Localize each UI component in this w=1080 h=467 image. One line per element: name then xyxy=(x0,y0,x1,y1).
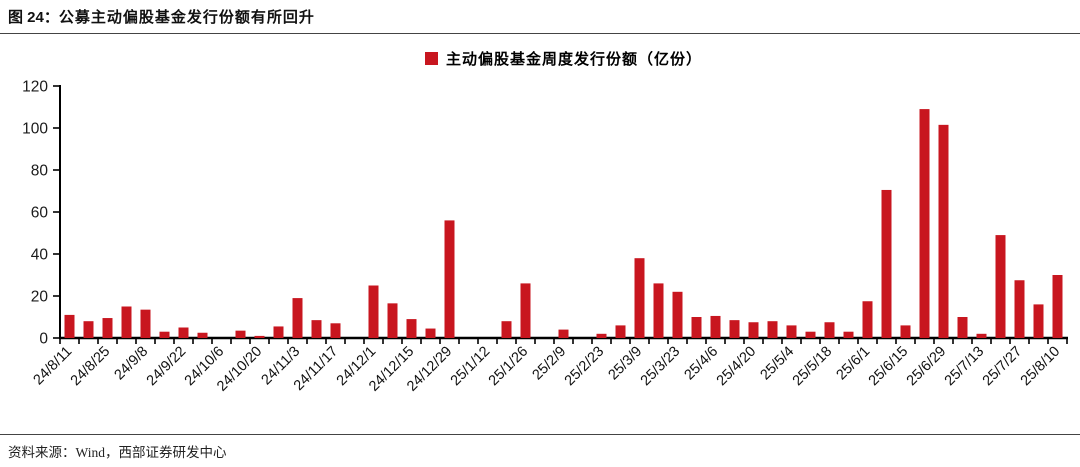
x-tick-label: 25/3/23 xyxy=(638,344,684,390)
bar xyxy=(1052,275,1063,338)
bar xyxy=(938,124,949,338)
source-text: Wind，西部证券研发中心 xyxy=(75,445,227,460)
bar xyxy=(1014,280,1025,338)
bar xyxy=(767,321,778,338)
bar xyxy=(710,315,721,338)
bar xyxy=(786,325,797,338)
x-tick-label: 24/9/22 xyxy=(144,344,190,390)
bar xyxy=(406,319,417,338)
bar xyxy=(634,258,645,338)
bar xyxy=(729,320,740,338)
bar xyxy=(387,303,398,338)
x-tick-label: 25/7/27 xyxy=(980,344,1026,390)
x-tick-label: 24/8/25 xyxy=(68,344,114,390)
bar xyxy=(311,320,322,338)
bar xyxy=(862,301,873,338)
x-tick-label: 25/4/20 xyxy=(714,344,760,390)
bar xyxy=(501,321,512,338)
bar xyxy=(824,322,835,338)
bar xyxy=(197,332,208,338)
bar xyxy=(957,317,968,338)
source-label: 资料来源： xyxy=(8,445,76,460)
x-tick-label: 25/5/18 xyxy=(790,344,836,390)
bar xyxy=(178,327,189,338)
y-tick-label: 80 xyxy=(31,163,49,180)
source-note: 资料来源：Wind，西部证券研发中心 xyxy=(8,441,226,461)
bar xyxy=(83,321,94,338)
bar xyxy=(615,325,626,338)
y-tick-label: 120 xyxy=(22,79,48,96)
bar xyxy=(748,322,759,338)
x-tick-label: 25/2/23 xyxy=(562,344,608,390)
y-tick-label: 100 xyxy=(22,121,48,138)
y-tick-label: 0 xyxy=(39,331,48,348)
bar xyxy=(995,235,1006,338)
figure-title: 图 24：公募主动偏股基金发行份额有所回升 xyxy=(8,6,315,27)
legend-label: 主动偏股基金周度发行份额（亿份） xyxy=(445,52,702,68)
x-tick-label: 25/8/10 xyxy=(1018,344,1064,390)
bar xyxy=(596,333,607,338)
bar xyxy=(881,189,892,338)
x-tick-label: 25/7/13 xyxy=(942,344,988,390)
y-tick-label: 60 xyxy=(31,205,49,222)
x-tick-label: 25/1/12 xyxy=(448,344,494,390)
bar xyxy=(235,330,246,338)
bar xyxy=(653,283,664,338)
bar xyxy=(273,326,284,338)
bar xyxy=(558,329,569,338)
bar xyxy=(805,331,816,338)
bar xyxy=(976,333,987,338)
bar xyxy=(254,335,265,338)
bar xyxy=(330,323,341,338)
bar xyxy=(368,285,379,338)
bar xyxy=(102,318,113,338)
bar xyxy=(843,331,854,338)
figure-label: 图 24： xyxy=(8,9,59,26)
x-tick-label: 25/6/15 xyxy=(866,344,912,390)
y-tick-label: 40 xyxy=(31,247,49,264)
bar xyxy=(444,220,455,338)
y-tick-label: 20 xyxy=(31,289,49,306)
bar xyxy=(1033,304,1044,338)
chart-legend: 主动偏股基金周度发行份额（亿份） xyxy=(60,48,1067,69)
bar xyxy=(900,325,911,338)
bar xyxy=(292,298,303,338)
bar xyxy=(159,331,170,338)
bar xyxy=(672,291,683,338)
figure-title-text: 公募主动偏股基金发行份额有所回升 xyxy=(58,10,315,26)
bar xyxy=(64,314,75,338)
x-tick-label: 25/1/26 xyxy=(486,344,532,390)
legend-marker-icon xyxy=(424,52,438,65)
title-divider xyxy=(0,33,1080,34)
footer-divider xyxy=(0,434,1080,435)
bar xyxy=(691,317,702,338)
bar xyxy=(140,309,151,338)
x-tick-label: 24/8/11 xyxy=(31,344,76,389)
bar xyxy=(121,306,132,338)
bar xyxy=(425,328,436,338)
x-tick-label: 25/6/29 xyxy=(904,344,950,390)
bar xyxy=(919,109,930,338)
bar xyxy=(520,283,531,338)
